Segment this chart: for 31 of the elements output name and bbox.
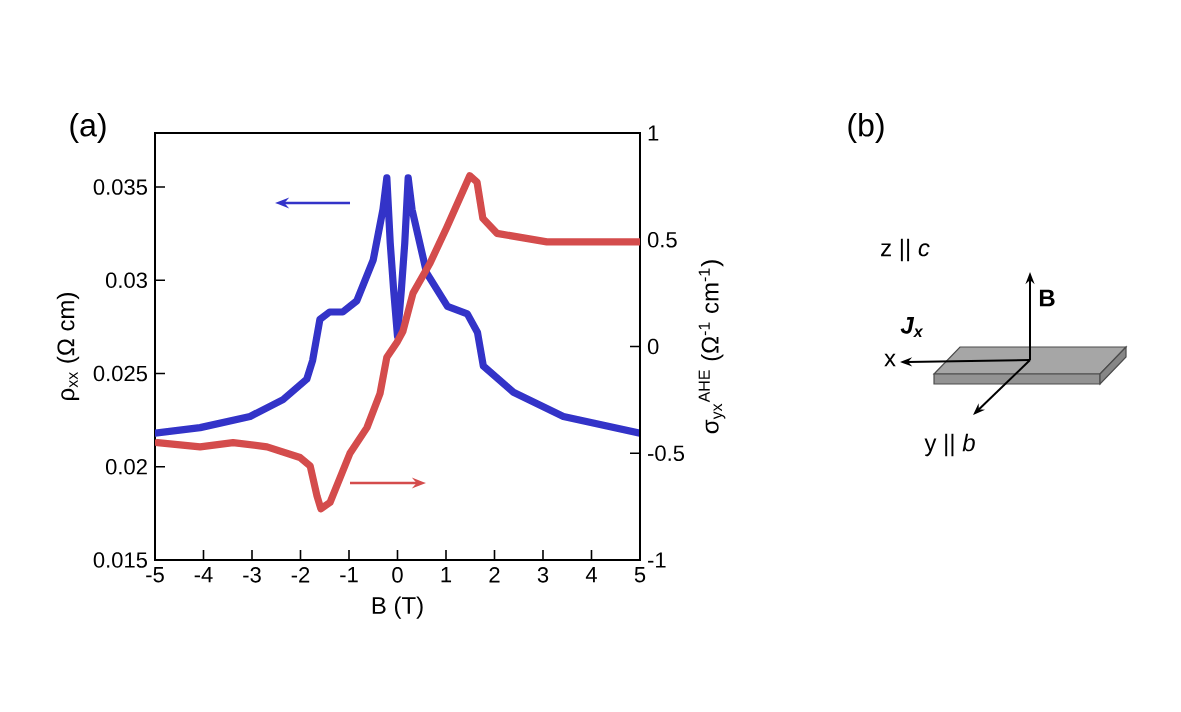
text: (a) [70,113,106,143]
x-tick-label: 3 [537,567,549,583]
y2-tick-label: 0 [647,338,659,355]
x-tick-label: 4 [585,567,597,583]
y2-tick-label: 1 [648,125,659,141]
text: J$_{x}$ [900,316,924,338]
text: x [884,353,896,367]
x-tick-label: -3 [243,567,261,583]
y2-tick-label: -1 [648,552,666,568]
x-tick-label: -5 [146,567,164,583]
text: (b) [848,113,884,143]
x-tick-label: 1 [441,567,452,583]
y-tick-label: 0.015 [93,552,147,568]
x-tick-label: 0 [392,567,403,583]
text: y || b [924,433,975,457]
y-tick-label: 0.03 [105,272,147,289]
y2-tick-label: 0.5 [647,231,677,248]
y-tick-label: 0.02 [105,459,147,475]
x-tick-label: -2 [291,567,310,583]
text: z || c [881,238,930,262]
y-axis-title: ρ$_{xx}$ (Ω cm) [56,293,80,400]
x-axis-title: B (T) [372,596,423,619]
text: B [1039,289,1055,307]
y-tick-label: 0.025 [93,365,147,382]
x-tick-label: -4 [194,567,213,583]
x-tick-label: 2 [489,567,500,583]
y-tick-label: 0.035 [93,179,147,195]
y2-tick-label: -0.5 [648,445,685,462]
x-tick-label: -1 [340,567,358,583]
y2-axis-title: σ$_{yx}$$^{AHE}$ (Ω$^{-1}$ cm$^{-1}$) [698,260,726,434]
x-tick-label: 5 [634,567,646,583]
